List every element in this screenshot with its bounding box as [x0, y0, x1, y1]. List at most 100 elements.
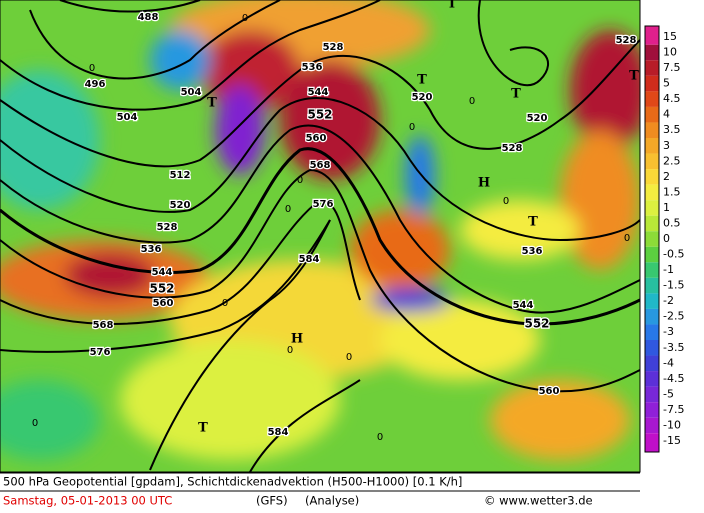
colorbar-swatch: [645, 215, 659, 232]
contour-label: 536: [302, 62, 323, 73]
colorbar-label: 2.5: [663, 154, 681, 167]
colorbar-swatch: [645, 91, 659, 107]
colorbar-label: 2: [663, 170, 670, 183]
colorbar-label: -3.5: [663, 341, 684, 354]
contour-label: 568: [310, 160, 331, 171]
colorbar-label: -7.5: [663, 403, 684, 416]
colorbar-label: -0.5: [663, 248, 684, 261]
colorbar-swatch: [645, 417, 659, 434]
colorbar-label: 4: [663, 108, 670, 121]
colorbar-swatch: [645, 262, 659, 278]
advection-field: [0, 0, 640, 460]
colorbar-swatch: [645, 340, 659, 356]
colorbar-swatch: [645, 308, 659, 325]
colorbar-label: 15: [663, 30, 677, 43]
colorbar-swatch: [645, 106, 659, 123]
zero-contour-label: 0: [89, 63, 95, 74]
contour-label: 512: [170, 170, 191, 181]
contour-label: 576: [313, 199, 334, 210]
pressure-center: T: [198, 421, 208, 436]
colorbar-label: -4: [663, 356, 674, 369]
contour-label: 496: [85, 79, 106, 90]
map-frame: [0, 0, 641, 473]
contour-label: 568: [93, 320, 114, 331]
pressure-center: T: [629, 69, 639, 84]
zero-contour-label: 0: [222, 298, 228, 309]
contour-label: 544: [308, 87, 329, 98]
contour-label: 528: [157, 222, 178, 233]
colorbar-label: 10: [663, 46, 677, 59]
colorbar-swatch: [645, 200, 659, 216]
pressure-center: H: [478, 176, 490, 191]
colorbar-swatch: [645, 433, 659, 452]
map-labels: 4884965045045125205285365445525605685765…: [32, 0, 639, 443]
contour-label: 520: [170, 200, 191, 211]
colorbar-swatch: [645, 153, 659, 170]
contour-label: 528: [323, 42, 344, 53]
colorbar-label: 5: [663, 77, 670, 90]
colorbar-label: 7.5: [663, 61, 681, 74]
colorbar-label: 4.5: [663, 92, 681, 105]
zero-contour-label: 0: [287, 345, 293, 356]
contour-label: 536: [522, 246, 543, 257]
colorbar-label: 3.5: [663, 123, 681, 136]
footer-date: Samstag, 05-01-2013 00 UTC: [3, 494, 172, 508]
pressure-center: T: [417, 73, 427, 88]
contour-label: 544: [513, 300, 534, 311]
contour-label: 552: [307, 108, 332, 122]
contour-label: 584: [268, 427, 289, 438]
colorbar-label: -10: [663, 418, 681, 431]
zero-contour-label: 0: [624, 233, 630, 244]
colorbar-swatch: [645, 324, 659, 340]
colorbar-label: 1: [663, 201, 670, 214]
colorbar-swatch: [645, 44, 659, 61]
colorbar-swatch: [645, 75, 659, 92]
zero-contour-label: 0: [503, 196, 509, 207]
colorbar-swatch: [645, 26, 659, 45]
contour-label: 560: [539, 386, 560, 397]
colorbar-swatch: [645, 355, 659, 372]
pressure-center: H: [291, 332, 303, 347]
colorbar-label: -5: [663, 387, 674, 400]
colorbar-frame: [644, 25, 660, 453]
colorbar-label: -3: [663, 325, 674, 338]
zero-contour-label: 0: [469, 96, 475, 107]
zero-contour-label: 0: [409, 122, 415, 133]
contour-label: 488: [138, 12, 159, 23]
colorbar-swatch: [645, 277, 659, 294]
zero-contour-label: 0: [377, 432, 383, 443]
colorbar-label: 0: [663, 232, 670, 245]
colorbar-swatch: [645, 122, 659, 138]
colorbar-swatch: [645, 293, 659, 309]
footer-model: (GFS): [256, 494, 288, 508]
zero-contour-label: 0: [32, 418, 38, 429]
colorbar-label: 1.5: [663, 185, 681, 198]
contour-label: 520: [412, 92, 433, 103]
colorbar-label: -2.5: [663, 310, 684, 323]
colorbar-label: -2: [663, 294, 674, 307]
contour-label: 552: [149, 282, 174, 296]
colorbar-swatch: [645, 169, 659, 185]
colorbar-swatch: [645, 402, 659, 418]
pressure-center: T: [528, 215, 538, 230]
zero-contour-label: 0: [242, 13, 248, 24]
contour-label: 504: [117, 112, 138, 123]
footer-description: 500 hPa Geopotential [gpdam], Schichtdic…: [3, 475, 462, 489]
contour-label: 528: [502, 143, 523, 154]
contour-label: 576: [90, 347, 111, 358]
contour-label: 560: [153, 298, 174, 309]
contour-label: 504: [181, 87, 202, 98]
contour-label: 536: [141, 244, 162, 255]
colorbar: 15 10 7.5 5 4.5 4 3.5 3 2.5 2 1.5 1 0.5 0 -0.5 -1 -1.5 -2…: [644, 25, 684, 453]
zero-contour-label: 0: [346, 352, 352, 363]
colorbar-label: -4.5: [663, 372, 684, 385]
colorbar-swatch: [645, 371, 659, 387]
colorbar-swatch: [645, 60, 659, 76]
footer-copyright: © www.wetter3.de: [484, 494, 593, 508]
contour-label: 528: [616, 35, 637, 46]
colorbar-label: 3: [663, 139, 670, 152]
contour-label: 560: [306, 133, 327, 144]
contour-label: 584: [299, 254, 320, 265]
contour-label: 552: [524, 317, 549, 331]
contour-label: 520: [527, 113, 548, 124]
